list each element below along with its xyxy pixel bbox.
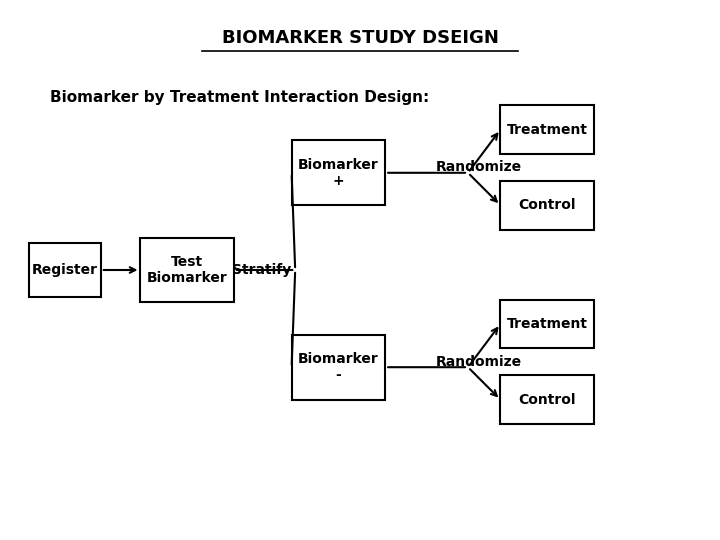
Text: Stratify: Stratify xyxy=(233,263,292,277)
Text: Biomarker
+: Biomarker + xyxy=(298,158,379,188)
Text: Biomarker
-: Biomarker - xyxy=(298,352,379,382)
Text: Test
Biomarker: Test Biomarker xyxy=(147,255,228,285)
FancyBboxPatch shape xyxy=(140,238,234,302)
Text: BIOMARKER STUDY DSEIGN: BIOMARKER STUDY DSEIGN xyxy=(222,29,498,47)
Text: Randomize: Randomize xyxy=(436,160,522,174)
FancyBboxPatch shape xyxy=(500,181,594,230)
Text: Control: Control xyxy=(518,198,576,212)
Text: Register: Register xyxy=(32,263,98,277)
Text: Biomarker by Treatment Interaction Design:: Biomarker by Treatment Interaction Desig… xyxy=(50,90,430,105)
Text: Treatment: Treatment xyxy=(507,317,588,331)
Text: Randomize: Randomize xyxy=(436,355,522,369)
FancyBboxPatch shape xyxy=(500,300,594,348)
FancyBboxPatch shape xyxy=(29,243,101,297)
FancyBboxPatch shape xyxy=(292,140,385,205)
FancyBboxPatch shape xyxy=(500,375,594,424)
Text: Treatment: Treatment xyxy=(507,123,588,137)
FancyBboxPatch shape xyxy=(292,335,385,400)
Text: Control: Control xyxy=(518,393,576,407)
FancyBboxPatch shape xyxy=(500,105,594,154)
